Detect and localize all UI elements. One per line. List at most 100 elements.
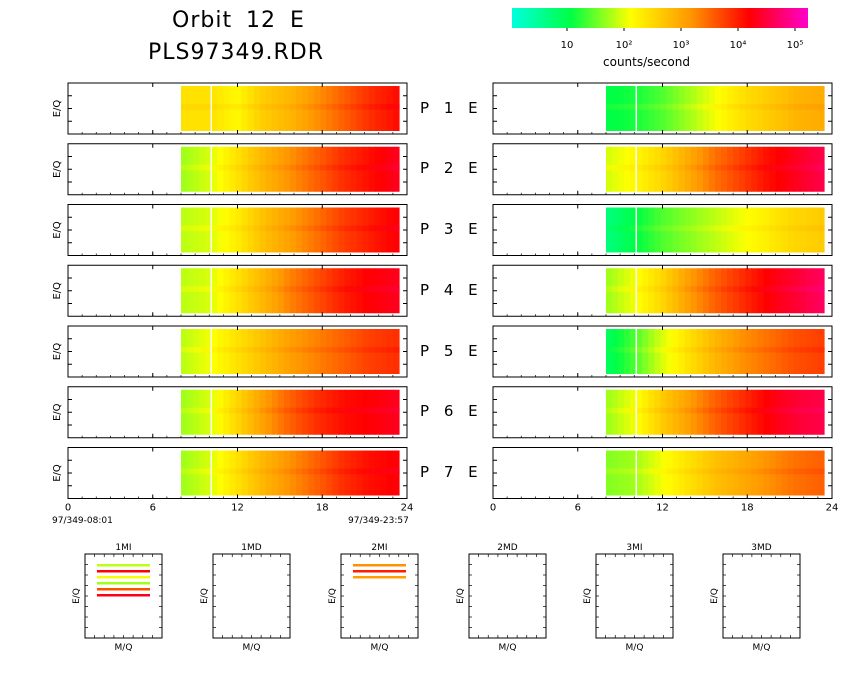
heatmap-band — [696, 347, 704, 353]
heatmap-band — [193, 347, 200, 353]
heatmap-band — [283, 104, 291, 110]
heatmap-band — [781, 164, 789, 171]
heatmap-band — [386, 104, 394, 110]
heatmap-band — [277, 164, 285, 171]
x-tick-label: 18 — [316, 503, 329, 514]
panel-label: P 6 E — [420, 402, 478, 421]
heatmap-band — [392, 225, 400, 232]
heatmap-panel-left-4 — [67, 264, 408, 317]
heatmap-band — [630, 164, 637, 171]
heatmap-band — [715, 164, 722, 171]
heatmap-band — [332, 468, 340, 475]
heatmap-band — [223, 407, 231, 414]
heatmap-band — [350, 468, 358, 475]
heatmap-band — [241, 225, 249, 232]
mass-y-label: E/Q — [583, 588, 593, 604]
heatmap-band — [666, 225, 674, 232]
heatmap-band — [721, 347, 728, 353]
heatmap-band — [745, 286, 752, 292]
heatmap-band — [380, 164, 388, 171]
heatmap-band — [624, 407, 631, 414]
heatmap-band — [368, 286, 376, 292]
heatmap-band — [739, 164, 746, 171]
mass-x-label: M/Q — [243, 643, 261, 653]
heatmap-band — [757, 164, 765, 171]
heatmap-band — [265, 468, 273, 475]
heatmap-band — [660, 468, 668, 475]
heatmap-band — [181, 104, 188, 110]
heatmap-band — [727, 225, 734, 232]
heatmap-band — [199, 286, 206, 292]
heatmap-band — [781, 347, 789, 353]
heatmap-band — [684, 407, 692, 414]
heatmap-band — [229, 468, 237, 475]
heatmap-band — [787, 468, 795, 475]
heatmap-panel-left-3 — [67, 204, 408, 256]
heatmap-band — [793, 286, 801, 292]
heatmap-band — [368, 407, 376, 414]
heatmap-band — [811, 164, 819, 171]
heatmap-band — [235, 347, 243, 353]
heatmap-band — [290, 104, 297, 110]
heatmap-band — [277, 468, 285, 475]
heatmap-band — [654, 468, 662, 475]
heatmap-band — [235, 286, 243, 292]
heatmap-band — [217, 225, 224, 232]
heatmap-band — [386, 225, 394, 232]
x-tick-label: 12 — [231, 503, 244, 514]
heatmap-band — [775, 347, 783, 353]
heatmap-band — [618, 347, 625, 353]
heatmap-band — [636, 347, 643, 353]
heatmap-band — [283, 407, 291, 414]
heatmap-band — [187, 225, 194, 232]
heatmap-band — [235, 164, 243, 171]
heatmap-band — [205, 407, 212, 414]
heatmap-band — [642, 164, 649, 171]
mass-panel-frame — [340, 553, 419, 639]
heatmap-band — [763, 225, 771, 232]
colorbar-tick-label: 10³ — [673, 40, 690, 51]
heatmap-band — [733, 225, 740, 232]
heatmap-band — [187, 164, 194, 171]
heatmap-band — [374, 164, 382, 171]
heatmap-band — [793, 225, 801, 232]
heatmap-band — [624, 104, 631, 110]
panel-label: P 2 E — [420, 159, 478, 178]
heatmap-band — [769, 407, 777, 414]
mass-y-label: E/Q — [328, 588, 338, 604]
heatmap-band — [733, 104, 740, 110]
heatmap-band — [205, 468, 212, 475]
heatmap-band — [775, 286, 783, 292]
heatmap-band — [769, 286, 777, 292]
heatmap-band — [811, 104, 819, 110]
heatmap-band — [642, 468, 649, 475]
heatmap-band — [715, 104, 722, 110]
heatmap-band — [618, 407, 625, 414]
heatmap-band — [654, 347, 662, 353]
heatmap-band — [733, 164, 740, 171]
mass-panel-3MD — [722, 553, 801, 639]
heatmap-band — [654, 225, 662, 232]
heatmap-band — [235, 468, 243, 475]
heatmap-band — [666, 104, 674, 110]
heatmap-band — [362, 468, 370, 475]
heatmap-band — [696, 468, 704, 475]
heatmap-band — [199, 164, 206, 171]
heatmap-band — [763, 286, 771, 292]
heatmap-band — [799, 104, 807, 110]
heatmap-band — [721, 225, 728, 232]
heatmap-band — [666, 347, 674, 353]
heatmap-band — [793, 468, 801, 475]
y-axis-label: E/Q — [52, 343, 63, 361]
heatmap-band — [368, 347, 376, 353]
heatmap-band — [392, 407, 400, 414]
mass-y-label: E/Q — [72, 588, 82, 604]
mass-panel-title: 1MI — [115, 543, 131, 553]
heatmap-band — [727, 104, 734, 110]
heatmap-band — [320, 225, 327, 232]
heatmap-band — [708, 225, 716, 232]
mass-panel-2MD — [468, 553, 547, 639]
page-title-line2: PLS97349.RDR — [148, 40, 324, 65]
colorbar-label: counts/second — [603, 55, 690, 69]
heatmap-band — [193, 286, 200, 292]
